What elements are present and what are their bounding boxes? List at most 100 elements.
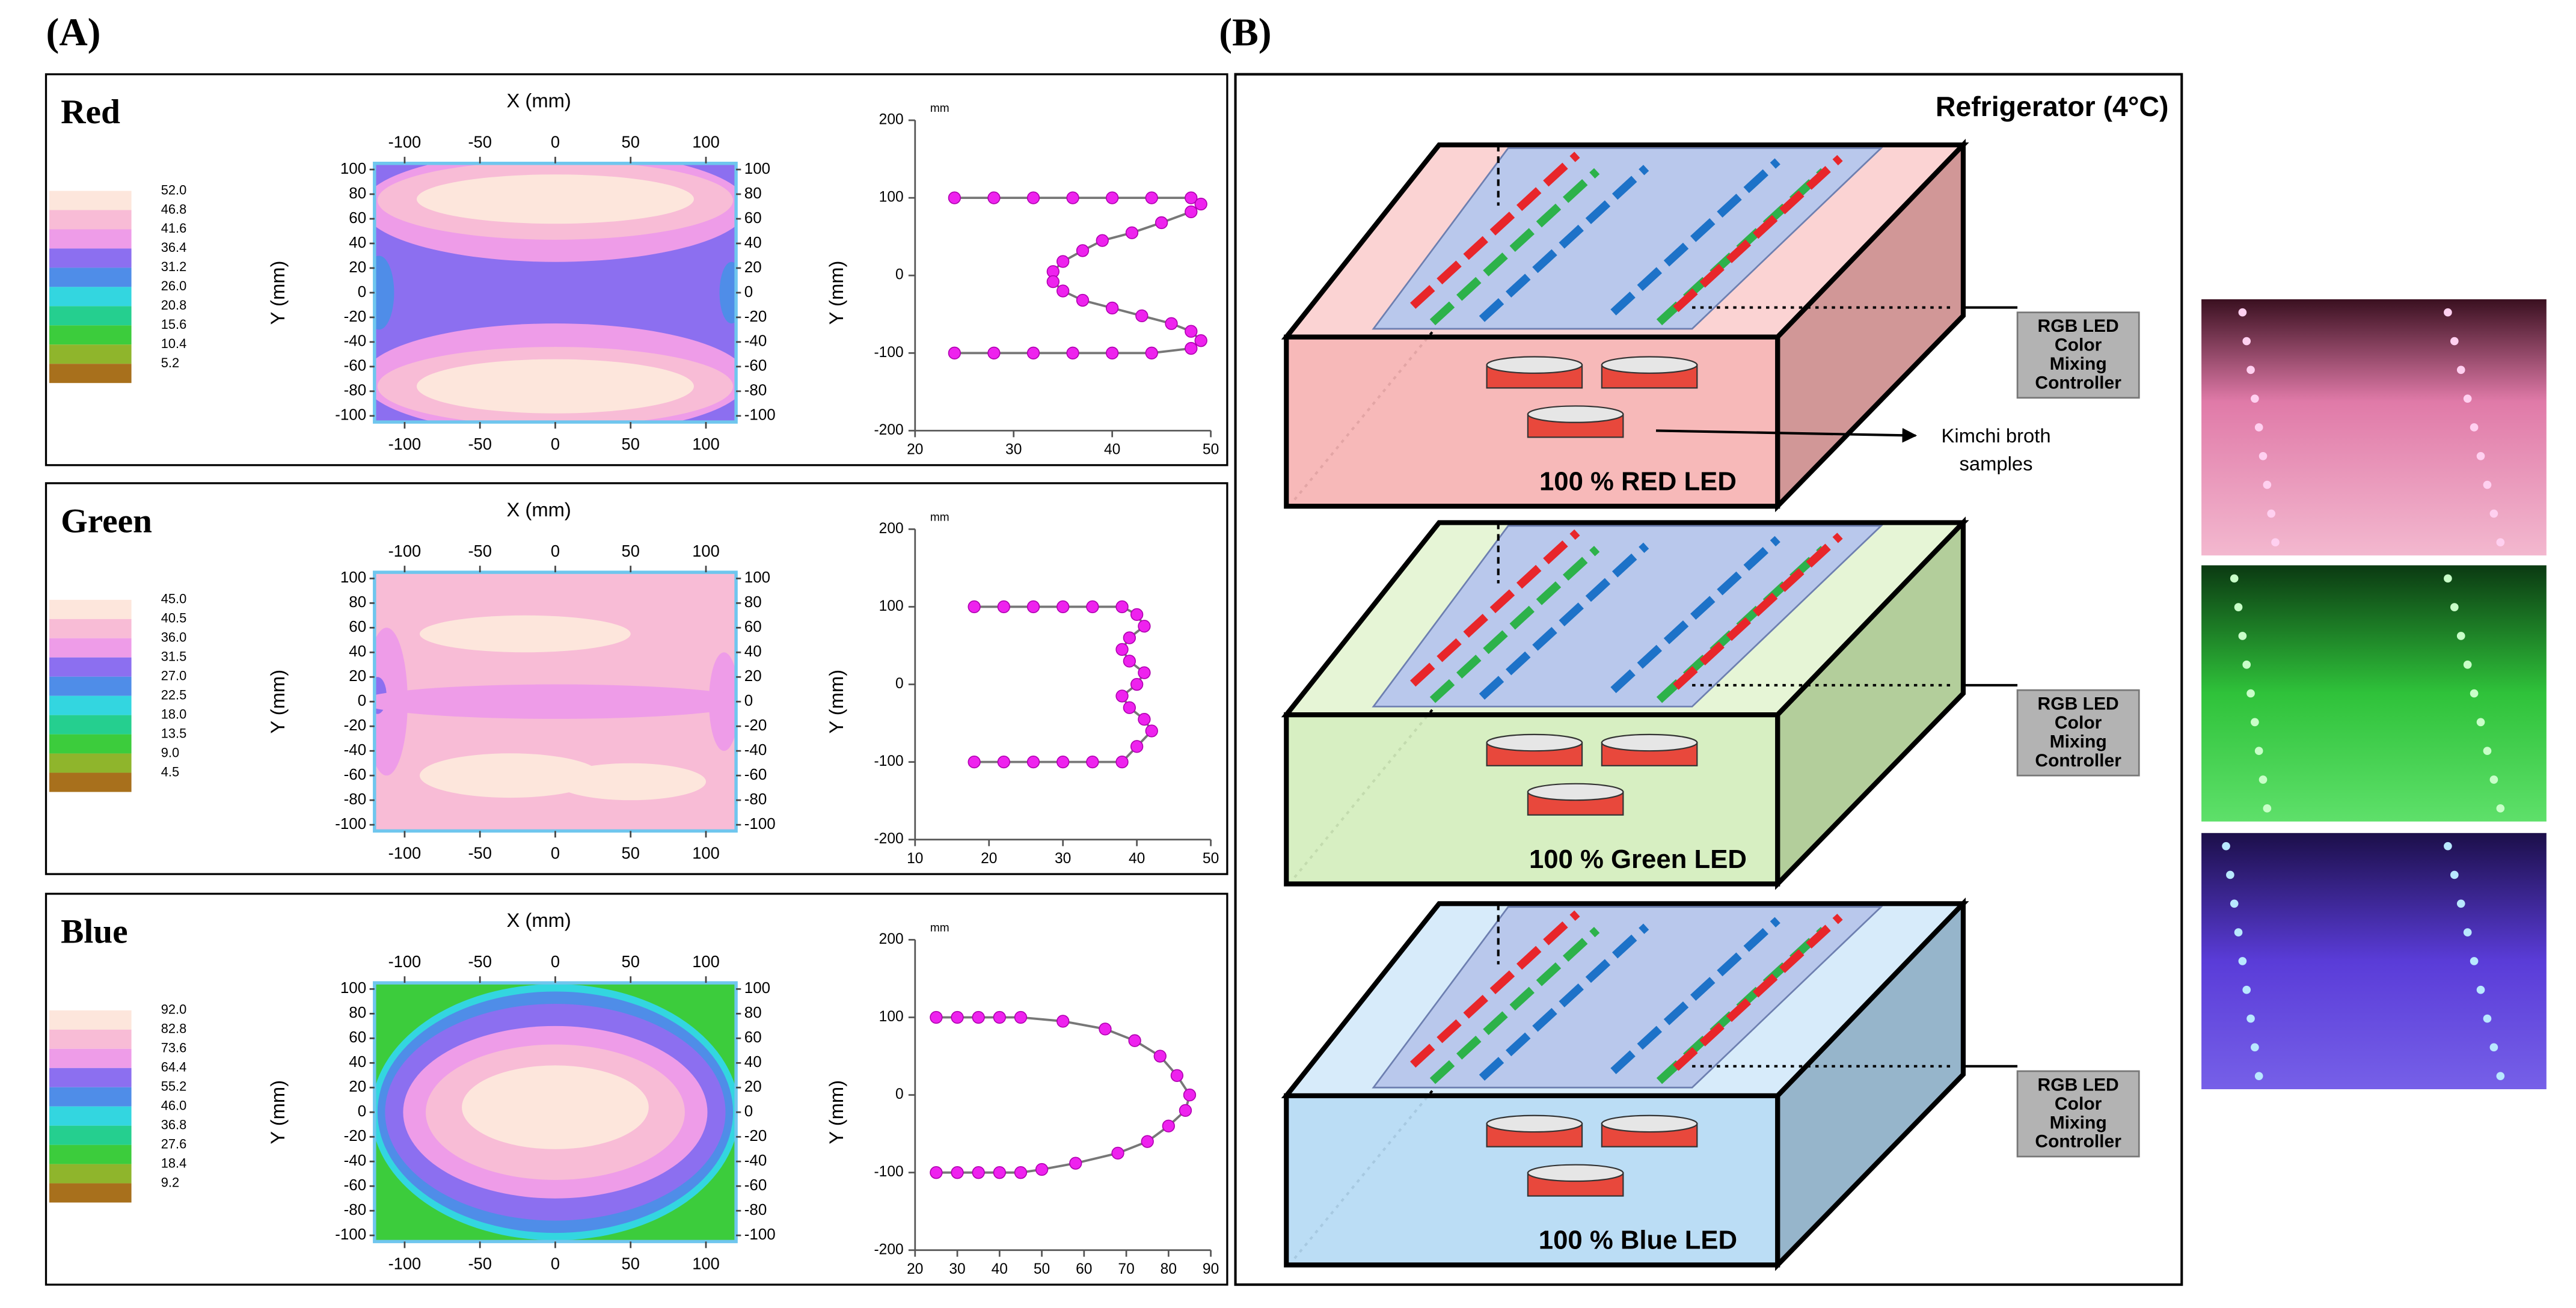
legend-label: 5.2: [161, 355, 179, 370]
legend-swatch: [49, 753, 132, 773]
profile-point: [972, 1010, 985, 1024]
legend-swatch: [49, 715, 132, 735]
y-tick-label: -100: [744, 407, 776, 424]
y-tick-label: 40: [349, 643, 366, 660]
profile-point: [1066, 346, 1079, 359]
y-tick-label: -20: [344, 308, 367, 325]
profile-point: [1179, 1104, 1192, 1117]
y-tick-label: 20: [349, 1078, 366, 1095]
legend-swatch: [49, 287, 132, 307]
dish-top: [1527, 405, 1624, 423]
controller-label: Controller: [2035, 751, 2121, 771]
profile-point: [1185, 205, 1198, 219]
x-tick-label: 50: [622, 1255, 640, 1273]
controller-box: [2016, 689, 2140, 777]
y-tick-label: -20: [744, 308, 767, 325]
legend-swatch: [49, 1048, 132, 1068]
legend-swatch: [49, 619, 132, 638]
y-tick-label: -80: [344, 382, 367, 399]
x-tick-label: 0: [551, 844, 560, 863]
profile-point: [1130, 677, 1144, 691]
y-tick-label: 80: [744, 185, 762, 202]
panel-label: (B): [1219, 11, 1271, 55]
photo-led: [2489, 509, 2498, 518]
x-tick-label: -100: [388, 133, 422, 151]
led-strip: [1673, 154, 1843, 313]
legend-swatch: [49, 734, 132, 754]
dish-top: [1486, 1114, 1583, 1133]
profile-point: [1115, 600, 1129, 614]
y-tick-label: -60: [344, 358, 367, 374]
panel-box: [44, 893, 1228, 1286]
photo-led: [2470, 689, 2479, 698]
profile-point: [987, 346, 1001, 359]
photo-led: [2267, 509, 2276, 518]
led-strip: [1410, 910, 1580, 1068]
photo-led: [2251, 394, 2259, 403]
y-tick-label: -80: [744, 382, 767, 399]
panel-box: [1234, 73, 2183, 1286]
y-tick-label: 20: [744, 1078, 762, 1095]
controller-label: Color: [2055, 1094, 2102, 1114]
profile-point: [1046, 275, 1060, 289]
panel-label: (A): [46, 11, 100, 55]
photo-led: [2450, 337, 2459, 346]
controller-label: Mixing: [2050, 354, 2107, 374]
profile-point: [1138, 620, 1151, 633]
y-tick-label: -60: [344, 1177, 367, 1194]
x-tick-label: 30: [949, 1261, 965, 1277]
legend-swatch: [49, 1183, 132, 1203]
x-tick-label: -100: [388, 952, 422, 971]
led-strip: [1479, 165, 1649, 322]
photo-led: [2226, 870, 2234, 879]
legend-swatch: [49, 1068, 132, 1087]
x-tick-label: 50: [622, 952, 640, 971]
profile-point: [1076, 293, 1090, 307]
controller-label: RGB LED: [2038, 1075, 2119, 1095]
y-tick-label: 200: [879, 112, 904, 128]
profile-point: [930, 1010, 943, 1024]
axis-label: Y (mm): [825, 261, 847, 325]
legend-label: 27.6: [161, 1136, 187, 1151]
row-title: Red: [61, 93, 120, 131]
legend-swatch: [49, 772, 132, 792]
profile-point: [997, 755, 1010, 769]
x-tick-label: 0: [551, 1255, 560, 1273]
row-title: Green: [61, 502, 152, 540]
profile-point: [1145, 724, 1158, 738]
y-tick-label: -200: [874, 422, 903, 438]
dish-top: [1601, 733, 1698, 752]
y-tick-label: 200: [879, 931, 904, 947]
profile-point: [948, 346, 961, 359]
y-tick-label: 60: [744, 1029, 762, 1046]
photo-led: [2444, 574, 2452, 583]
profile-point: [1141, 1135, 1154, 1148]
profile-point: [1162, 1119, 1175, 1132]
legend-label: 45.0: [161, 591, 187, 607]
photo-led: [2259, 775, 2268, 784]
x-tick-label: -50: [468, 1255, 491, 1273]
profile-point: [1125, 226, 1139, 239]
legend-label: 26.0: [161, 278, 187, 293]
contour-map: [374, 572, 737, 831]
y-tick-label: -80: [744, 1202, 767, 1218]
legend-label: 46.0: [161, 1098, 187, 1113]
legend-label: 55.2: [161, 1079, 187, 1094]
contour-band: [416, 359, 694, 414]
photo-led: [2254, 747, 2263, 756]
x-tick-label: 40: [1129, 851, 1145, 867]
contour-band: [462, 1065, 649, 1149]
legend-label: 52.0: [161, 182, 187, 197]
photo-led: [2476, 451, 2485, 460]
y-tick-label: -100: [744, 816, 776, 833]
dish-top: [1527, 1164, 1624, 1182]
legend-swatch: [49, 1125, 132, 1145]
y-tick-label: -100: [874, 753, 903, 769]
profile-point: [1111, 1146, 1124, 1160]
profile-point: [1026, 346, 1040, 359]
profile-point: [1130, 608, 1144, 622]
axis-label: Y (mm): [266, 670, 289, 734]
annotation-arrow: [1655, 427, 1918, 443]
y-tick-label: 100: [879, 189, 904, 206]
